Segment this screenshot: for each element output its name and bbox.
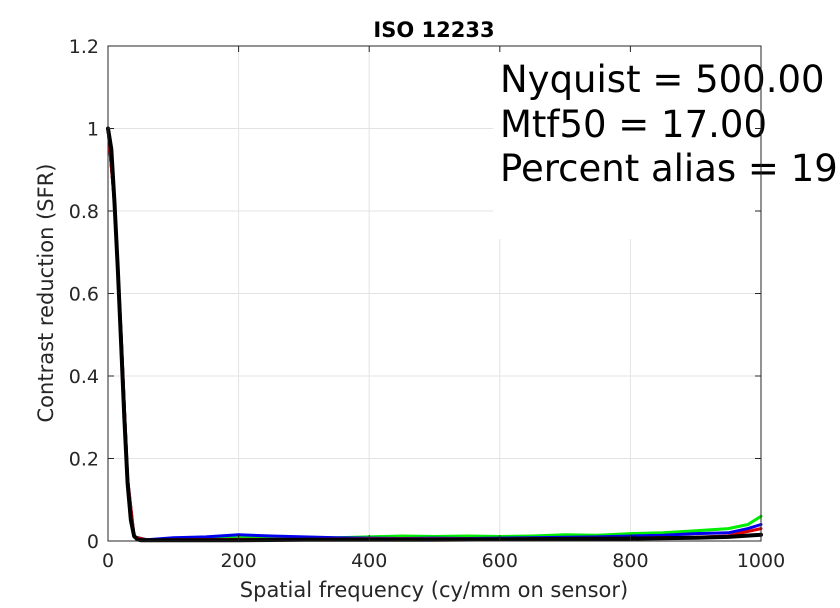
series-line [106,126,763,543]
axis-ticks: 0 200 400 600 800 1000 0 0.2 0.4 0.6 0.8 1 1.2 [69,36,785,572]
chart-title: ISO 12233 [373,18,494,42]
y-tick-label: 0.8 [69,201,99,223]
annotation-line-alias: Percent alias = 19 [500,147,838,190]
x-axis-label: Spatial frequency (cy/mm on sensor) [240,578,628,602]
x-tick-label: 800 [612,550,648,572]
annotation-background [493,52,840,239]
y-tick-label: 0.2 [69,449,99,471]
y-tick-label: 0 [87,531,99,553]
annotation-line-nyquist: Nyquist = 500.00 [500,58,825,101]
y-tick-label: 0.4 [69,366,99,388]
y-tick-label: 0.6 [69,284,99,306]
y-tick-label: 1 [87,119,99,141]
y-axis-label: Contrast reduction (SFR) [34,164,58,423]
x-tick-label: 400 [351,550,387,572]
x-tick-label: 200 [220,550,256,572]
x-tick-label: 1000 [737,550,785,572]
data-series [106,126,763,543]
y-tick-label: 1.2 [69,36,99,58]
annotation-box: Nyquist = 500.00 Mtf50 = 17.00 Percent a… [493,52,840,239]
annotation-line-mtf50: Mtf50 = 17.00 [500,103,767,146]
x-tick-label: 0 [102,550,114,572]
x-tick-label: 600 [482,550,518,572]
